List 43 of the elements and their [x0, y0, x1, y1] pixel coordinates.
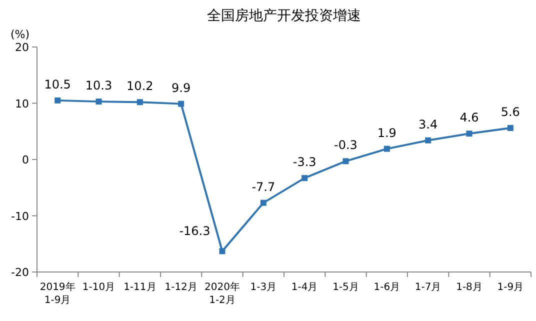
point: [260, 200, 266, 206]
y-tick-label: -10: [11, 210, 29, 223]
data-label: -7.7: [252, 180, 276, 194]
x-tick-label: 1-11月: [124, 282, 156, 293]
point: [302, 175, 308, 182]
data-label: 10.5: [44, 77, 71, 92]
x-tick-label: 1-8月: [456, 282, 482, 293]
x-tick-label: 1-10月: [82, 282, 116, 293]
point: [219, 248, 226, 254]
point: [96, 98, 102, 105]
y-tick-label: 0: [22, 154, 29, 166]
data-label: 1.9: [377, 126, 396, 140]
x-tick-label: 1-5月: [332, 282, 359, 293]
y-tick-label: -20: [11, 266, 29, 279]
point: [136, 99, 143, 106]
x-tick-label: 1-12月: [164, 282, 198, 293]
data-label: 3.4: [418, 117, 438, 132]
x-tick-label: 2019年 1-9月: [40, 281, 76, 306]
x-tick-label: 2020年 1-2月: [204, 281, 240, 306]
point: [507, 125, 514, 131]
data-label: -3.3: [292, 155, 316, 170]
point: [178, 100, 184, 107]
x-tick-label: 1-9月: [497, 282, 524, 293]
point: [54, 97, 61, 104]
data-label: 9.9: [172, 80, 191, 95]
point: [384, 146, 390, 152]
y-tick-label: 20: [15, 41, 29, 54]
point: [425, 137, 432, 144]
x-tick-label: 1-3月: [250, 282, 277, 293]
data-label: 5.6: [500, 105, 520, 119]
data-label: -16.3: [179, 224, 210, 238]
chart-title: 全国房地产开发投资增速: [207, 8, 361, 24]
data-label: 10.3: [85, 78, 112, 93]
data-label: 4.6: [460, 110, 479, 125]
data-label: -0.3: [334, 138, 358, 152]
y-axis-title: (%): [10, 28, 30, 41]
x-tick-label: 1-7月: [414, 282, 442, 293]
data-label: 10.2: [126, 79, 154, 94]
y-tick-label: 10: [15, 97, 29, 110]
point: [466, 130, 472, 137]
x-tick-label: 1-6月: [374, 282, 400, 293]
point: [342, 158, 349, 164]
x-tick-label: 1-4月: [291, 282, 318, 293]
